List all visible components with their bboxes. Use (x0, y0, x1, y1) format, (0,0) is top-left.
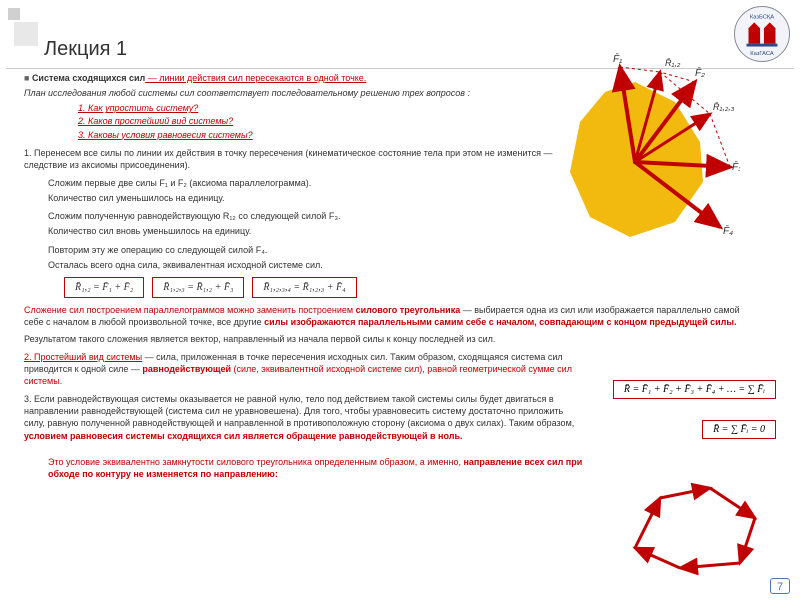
formula-zero: R̄ = ∑ F̄ᵢ = 0 (702, 420, 776, 439)
label-f2: F̄₂ (695, 66, 705, 79)
step3-pre: 3. Если равнодействующая системы оказыва… (24, 394, 574, 428)
step-1-block: 1. Перенесем все силы по линии их действ… (24, 147, 584, 299)
formula-r1234: R̄₁,₂,₃,₄ = R̄₁,₂,₃ + F̄₄ (252, 277, 356, 299)
intro-heading: Система сходящихся сил (32, 73, 145, 83)
svg-text:КазГАСА: КазГАСА (750, 51, 774, 57)
formula-row: R̄₁,₂ = F̄₁ + F̄₂ R̄₁,₂,₃ = R̄₁,₂ + F̄₃ … (64, 277, 584, 299)
step3-text: 3. Если равнодействующая системы оказыва… (24, 393, 584, 442)
step3-key: условием равновесия системы сходящихся с… (24, 431, 463, 441)
page-number: 7 (770, 578, 790, 594)
university-logo: КазБСҚА КазГАСА (734, 6, 790, 62)
force-diagram: F̄₁ R̄₁,₂ F̄₂ R̄₁,₂,₃ F̄₃ F̄₄ (535, 52, 740, 262)
step2-text: 2. Простейший вид системы — сила, прилож… (24, 351, 584, 387)
label-r123: R̄₁,₂,₃ (713, 102, 735, 112)
step1-p3b: Осталась всего одна сила, эквивалентная … (48, 259, 584, 271)
label-f1: F̄₁ (613, 52, 622, 65)
deco-square-small (8, 8, 20, 20)
label-f3: F̄₃ (732, 160, 740, 173)
lecture-title: Лекция 1 (44, 38, 127, 61)
closure-text: Это условие эквивалентно замкнутости сил… (48, 456, 608, 480)
closure-pre: Это условие эквивалентно замкнутости сил… (48, 457, 463, 467)
polygon-diagram (620, 478, 770, 578)
step1-text: 1. Перенесем все силы по линии их действ… (24, 147, 584, 171)
step2-pre: 2. Простейший вид системы (24, 352, 142, 362)
intro-def: — линии действия сил пересекаются в одно… (145, 73, 366, 83)
svg-text:КазБСҚА: КазБСҚА (750, 15, 774, 21)
formula-r12: R̄₁,₂ = F̄₁ + F̄₂ (64, 277, 144, 299)
formula-sum: R̄ = F̄₁ + F̄₂ + F̄₃ + F̄₄ + … = ∑ F̄ᵢ (613, 380, 776, 399)
step-2-block: 2. Простейший вид системы — сила, прилож… (24, 351, 584, 387)
step1-p3a: Повторим эту же операцию со следующей си… (48, 244, 584, 256)
label-r12: R̄₁,₂ (665, 58, 681, 68)
triangle-result: Результатом такого сложения является век… (24, 333, 744, 345)
step1-p2b: Количество сил вновь уменьшилось на един… (48, 225, 584, 237)
step1-p1a: Сложим первые две силы F₁ и F₂ (аксиома … (48, 177, 584, 189)
triangle-pre: Сложение сил построением параллелограммо… (24, 305, 356, 315)
formula-r123: R̄₁,₂,₃ = R̄₁,₂ + F̄₃ (152, 277, 244, 299)
step2-key: равнодействующей (142, 364, 231, 374)
step-3-block: 3. Если равнодействующая системы оказыва… (24, 393, 584, 442)
step1-p2a: Сложим полученную равнодействующую R₁₂ с… (48, 210, 584, 222)
triangle-block: Сложение сил построением параллелограммо… (24, 304, 744, 344)
deco-square-big (14, 22, 38, 46)
label-f4: F̄₄ (723, 224, 733, 237)
triangle-text: Сложение сил построением параллелограммо… (24, 304, 744, 328)
step1-p1b: Количество сил уменьшилось на единицу. (48, 192, 584, 204)
triangle-key: силового треугольника (356, 305, 461, 315)
closure-block: Это условие эквивалентно замкнутости сил… (48, 456, 608, 480)
triangle-key2: силы изображаются параллельными самим се… (264, 317, 736, 327)
